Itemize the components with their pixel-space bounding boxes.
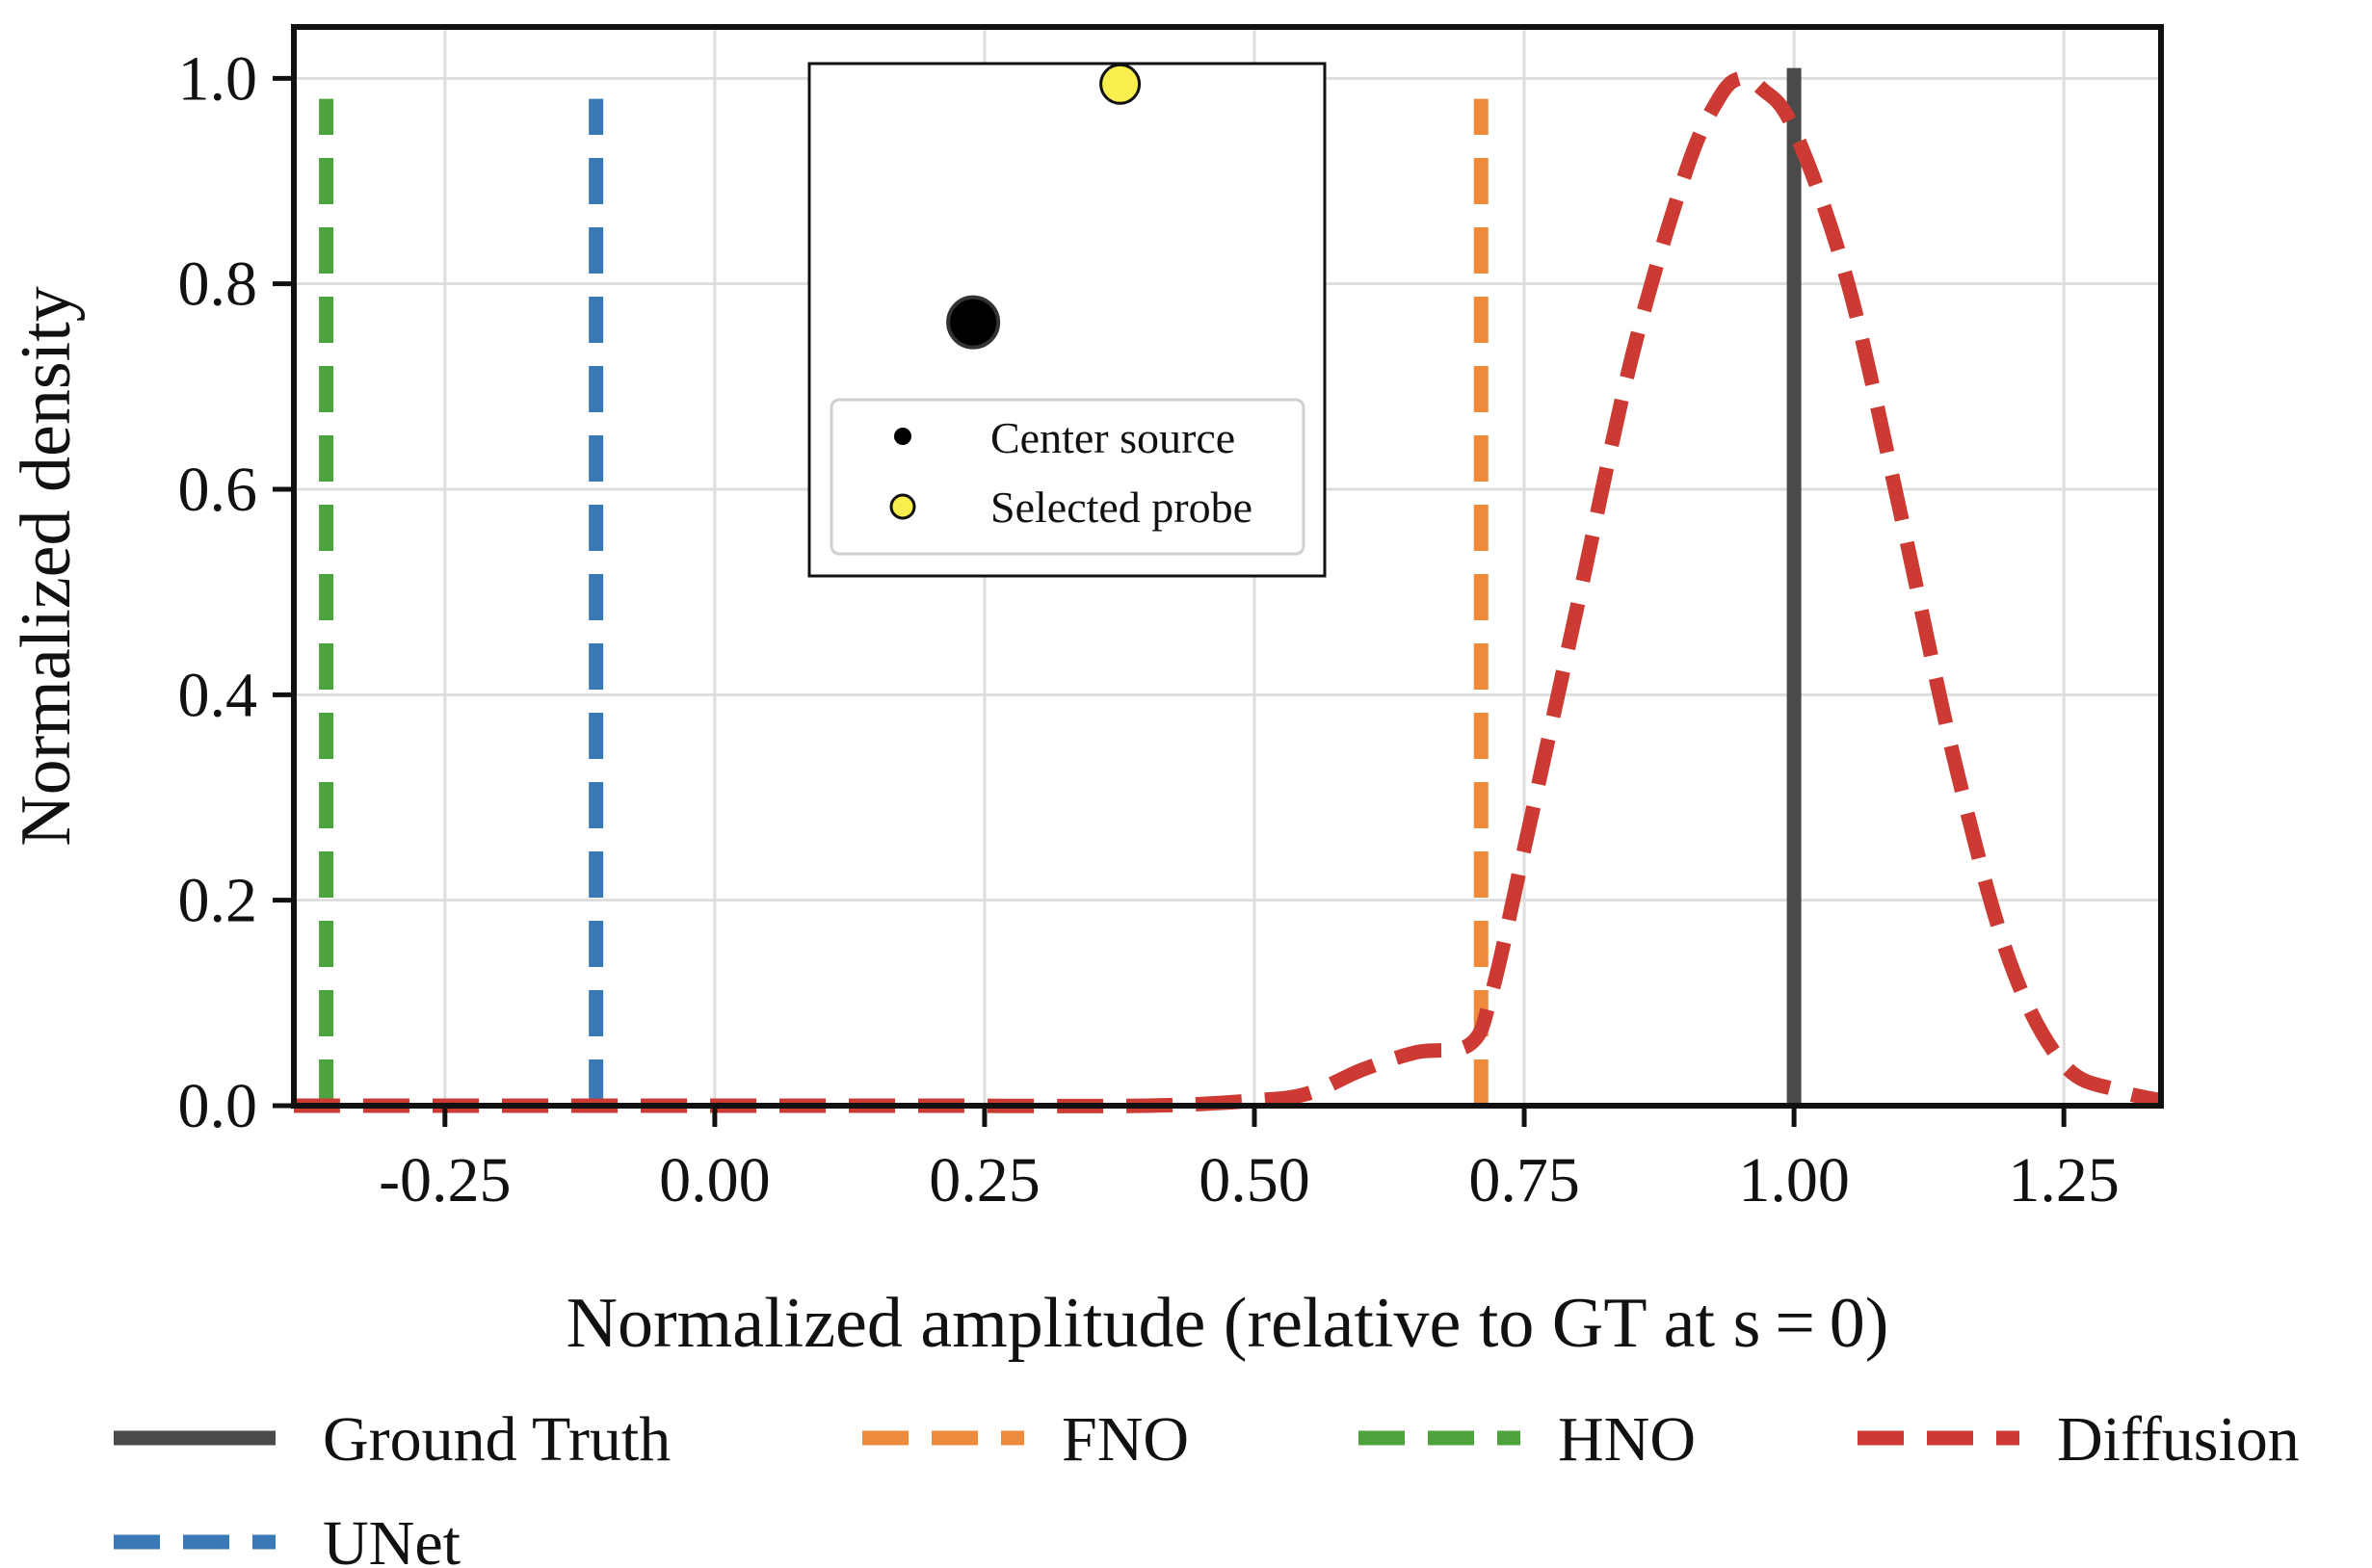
y-axis-label: Normalized density <box>7 286 86 847</box>
y-tick-label: 0.0 <box>178 1071 258 1141</box>
plot-frame <box>291 24 2164 1109</box>
y-tick-label: 0.4 <box>178 660 258 730</box>
y-tick-label: 0.2 <box>178 866 258 936</box>
x-tick-label: 0.75 <box>1468 1145 1580 1215</box>
x-axis-label: Normalized amplitude (relative to GT at … <box>567 1284 1889 1363</box>
y-tick-label: 0.6 <box>178 455 258 525</box>
fno-legend-label: FNO <box>1062 1404 1189 1475</box>
hno-legend-label: HNO <box>1558 1404 1696 1475</box>
diffusion-legend-label: Diffusion <box>2057 1404 2300 1475</box>
x-tick-label: 1.00 <box>1738 1145 1850 1215</box>
x-tick-label: -0.25 <box>379 1145 511 1215</box>
x-tick-label: 0.25 <box>929 1145 1041 1215</box>
ground-truth-legend-label: Ground Truth <box>323 1404 671 1475</box>
selected-probe-legend-label: Selected probe <box>990 483 1252 532</box>
unet-legend-label: UNet <box>323 1508 461 1568</box>
y-tick-label: 0.8 <box>178 249 258 320</box>
inset-panel: Center source Selected probe <box>807 62 1327 578</box>
center-source-legend-label: Center source <box>990 413 1235 462</box>
selected-probe-marker <box>1099 63 1142 105</box>
center-source-legend-marker <box>894 428 911 445</box>
y-tick-label: 1.0 <box>178 43 258 114</box>
axis-ticks: -0.25 0.00 0.25 0.50 0.75 1.00 1.25 0.0 0.2 0.4 0.… <box>178 43 2120 1215</box>
legend: Ground Truth FNO HNO Diffusion UNet <box>114 1404 2300 1568</box>
x-tick-label: 0.00 <box>659 1145 771 1215</box>
inset-legend-box <box>830 398 1305 556</box>
x-tick-label: 0.50 <box>1199 1145 1310 1215</box>
center-source-marker <box>946 295 1001 350</box>
x-tick-label: 1.25 <box>2008 1145 2120 1215</box>
selected-probe-legend-marker <box>889 493 916 520</box>
